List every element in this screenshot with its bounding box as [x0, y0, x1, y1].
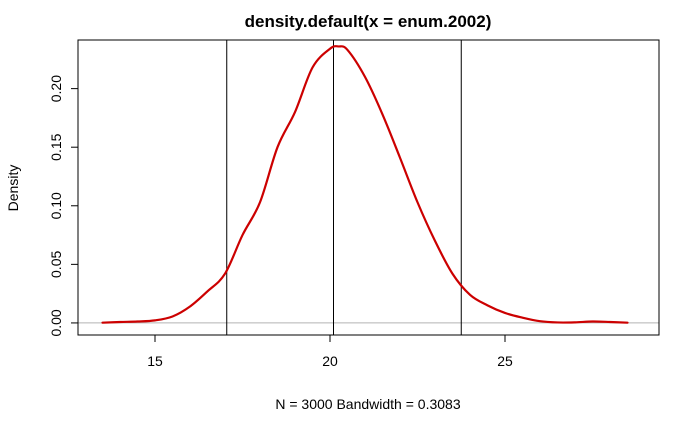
- y-tick-label-0: 0.00: [48, 309, 64, 336]
- y-axis-label: Density: [5, 165, 21, 212]
- y-tick-label-3: 0.15: [48, 133, 64, 160]
- series-layer: [101, 45, 629, 324]
- x-tick-label-1: 20: [322, 353, 338, 369]
- x-axis: 15 20 25: [147, 334, 513, 369]
- y-axis: 0.00 0.05 0.10 0.15 0.20: [48, 75, 79, 337]
- x-tick-label-2: 25: [497, 353, 513, 369]
- density-curve-0: [101, 45, 629, 324]
- y-tick-label-4: 0.20: [48, 75, 64, 102]
- y-tick-label-1: 0.05: [48, 251, 64, 278]
- x-axis-label: N = 3000 Bandwidth = 0.3083: [275, 396, 460, 412]
- x-tick-label-0: 15: [147, 353, 163, 369]
- chart-title: density.default(x = enum.2002): [245, 12, 492, 31]
- y-tick-label-2: 0.10: [48, 192, 64, 219]
- vertical-lines-layer: [226, 40, 462, 335]
